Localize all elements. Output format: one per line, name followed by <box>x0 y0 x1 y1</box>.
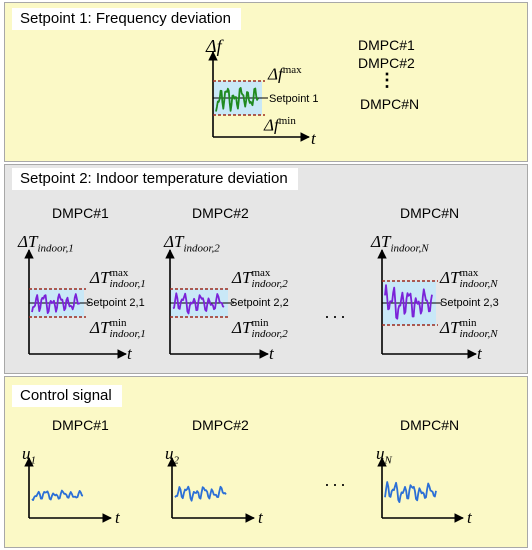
control-chart-n-x-label: t <box>467 508 472 527</box>
temperature-chart-2-min-label: ΔTmin indoor,2 <box>232 317 288 341</box>
temperature-chart-1-x-label: t <box>127 344 132 363</box>
temperature-chart-1-min-label: ΔTmin indoor,1 <box>90 317 146 341</box>
temperature-chart-2-header: DMPC#2 <box>192 205 249 221</box>
control-chart-2-y-label: u2 <box>165 444 179 467</box>
temperature-chart-2-x-label: t <box>269 344 274 363</box>
temperature-chart-2-max-label: ΔTmax indoor,2 <box>232 267 288 291</box>
panel1-vertical-ellipsis: ⋮ <box>378 70 396 90</box>
frequency-min-label: Δfmin <box>264 115 296 135</box>
frequency-y-axis-label: Δf <box>206 36 222 56</box>
control-chart-n-y-label: uN <box>376 444 392 467</box>
temperature-chart-1-max-label: ΔTmax indoor,1 <box>90 267 146 291</box>
temperature-chart-1-setpoint: Setpoint 2,1 <box>86 297 145 309</box>
control-chart-1-header: DMPC#1 <box>52 417 109 433</box>
control-chart-1-y-label: u1 <box>22 444 36 467</box>
panel1-agent-1: DMPC#1 <box>358 37 415 53</box>
temperature-chart-1-y-label: ΔTindoor,1 <box>18 232 74 255</box>
control-chart-2-x-label: t <box>258 508 263 527</box>
panel1-agent-2: DMPC#2 <box>358 55 415 71</box>
frequency-chart-signal <box>215 87 259 112</box>
frequency-panel-title: Setpoint 1: Frequency deviation <box>12 8 241 30</box>
temperature-chart-1-signal <box>31 293 81 315</box>
temperature-ellipsis: ··· <box>324 306 348 326</box>
temperature-chart-n-max-label: ΔTmax indoor,N <box>440 267 498 291</box>
temperature-chart-2-y-label: ΔTindoor,2 <box>164 232 220 255</box>
temperature-chart-n-header: DMPC#N <box>400 205 460 221</box>
temperature-chart-n-x-label: t <box>477 344 482 363</box>
control-ellipsis: ··· <box>324 474 348 494</box>
panel1-agent-n: DMPC#N <box>360 96 420 112</box>
control-chart-2-signal <box>174 485 227 502</box>
temperature-chart-n-setpoint: Setpoint 2,3 <box>440 297 499 309</box>
frequency-max-label: Δfmax <box>268 64 302 84</box>
temperature-chart-2-setpoint: Setpoint 2,2 <box>230 297 289 309</box>
control-chart-n-header: DMPC#N <box>400 417 460 433</box>
temperature-chart-n-min-label: ΔTmin indoor,N <box>440 317 498 341</box>
temperature-panel-title: Setpoint 2: Indoor temperature deviation <box>12 168 298 190</box>
frequency-setpoint-label: Setpoint 1 <box>269 93 319 105</box>
control-signal-panel-title: Control signal <box>12 385 122 407</box>
temperature-panel <box>4 164 528 374</box>
temperature-chart-n-signal <box>384 284 433 320</box>
control-chart-1-signal <box>31 489 84 502</box>
control-chart-2-header: DMPC#2 <box>192 417 249 433</box>
frequency-x-axis-label: t <box>311 129 316 148</box>
temperature-chart-2-signal <box>172 292 225 315</box>
temperature-chart-n-y-label: ΔTindoor,N <box>371 232 429 255</box>
control-chart-n-signal <box>384 481 437 504</box>
control-chart-1-x-label: t <box>115 508 120 527</box>
temperature-chart-1-header: DMPC#1 <box>52 205 109 221</box>
